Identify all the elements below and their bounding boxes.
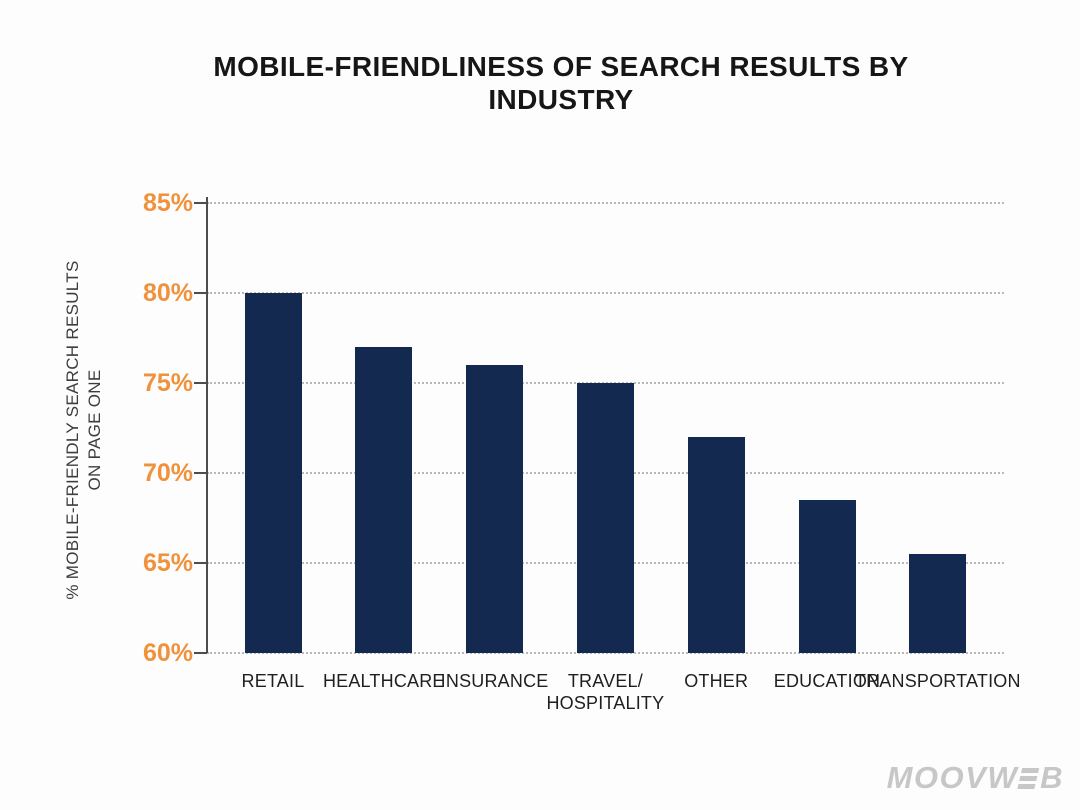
title-container: MOBILE-FRIENDLINESS OF SEARCH RESULTS BY… bbox=[42, 50, 1080, 116]
y-tick-label-80: 80% bbox=[142, 279, 193, 307]
gridline-85 bbox=[207, 202, 1004, 204]
y-axis-tick-80 bbox=[194, 292, 207, 294]
y-axis-tick-65 bbox=[194, 562, 207, 564]
bar-education bbox=[798, 500, 856, 653]
bar-insurance bbox=[466, 365, 524, 653]
x-label-insurance: INSURANCE bbox=[440, 671, 549, 691]
y-tick-label-60: 60% bbox=[142, 639, 193, 667]
y-axis-tick-70 bbox=[194, 472, 207, 474]
y-axis-tick-60 bbox=[194, 652, 207, 654]
bar-transportation bbox=[909, 554, 967, 653]
y-tick-label-65: 65% bbox=[142, 549, 193, 577]
logo-stylized-e-icon bbox=[1017, 768, 1040, 789]
y-tick-label-75: 75% bbox=[142, 369, 193, 397]
y-tick-label-85: 85% bbox=[142, 189, 193, 217]
x-label-travel-hospitality: TRAVEL/ HOSPITALITY bbox=[546, 671, 665, 713]
y-axis-tick-85 bbox=[194, 202, 207, 204]
y-tick-label-70: 70% bbox=[142, 459, 193, 487]
moovweb-logo: MOOVW B bbox=[887, 760, 1064, 796]
chart-title: MOBILE-FRIENDLINESS OF SEARCH RESULTS BY… bbox=[213, 51, 909, 115]
x-label-healthcare: HEALTHCARE bbox=[322, 671, 445, 691]
bar-travel-hospitality bbox=[576, 383, 634, 653]
gridline-60 bbox=[207, 652, 1004, 654]
x-label-transportation: TRANSPORTATION bbox=[854, 671, 1021, 691]
bar-other bbox=[687, 437, 745, 653]
x-label-retail: RETAIL bbox=[241, 671, 305, 691]
y-axis-line bbox=[206, 197, 208, 653]
y-axis-tick-75 bbox=[194, 382, 207, 384]
x-label-other: OTHER bbox=[684, 671, 749, 691]
bar-retail bbox=[244, 293, 302, 653]
logo-text-suffix: B bbox=[1040, 760, 1064, 795]
logo-text-prefix: MOOVW bbox=[886, 760, 1019, 795]
bar-healthcare bbox=[355, 347, 413, 653]
x-label-education: EDUCATION bbox=[773, 671, 881, 691]
gridline-80 bbox=[207, 292, 1004, 294]
